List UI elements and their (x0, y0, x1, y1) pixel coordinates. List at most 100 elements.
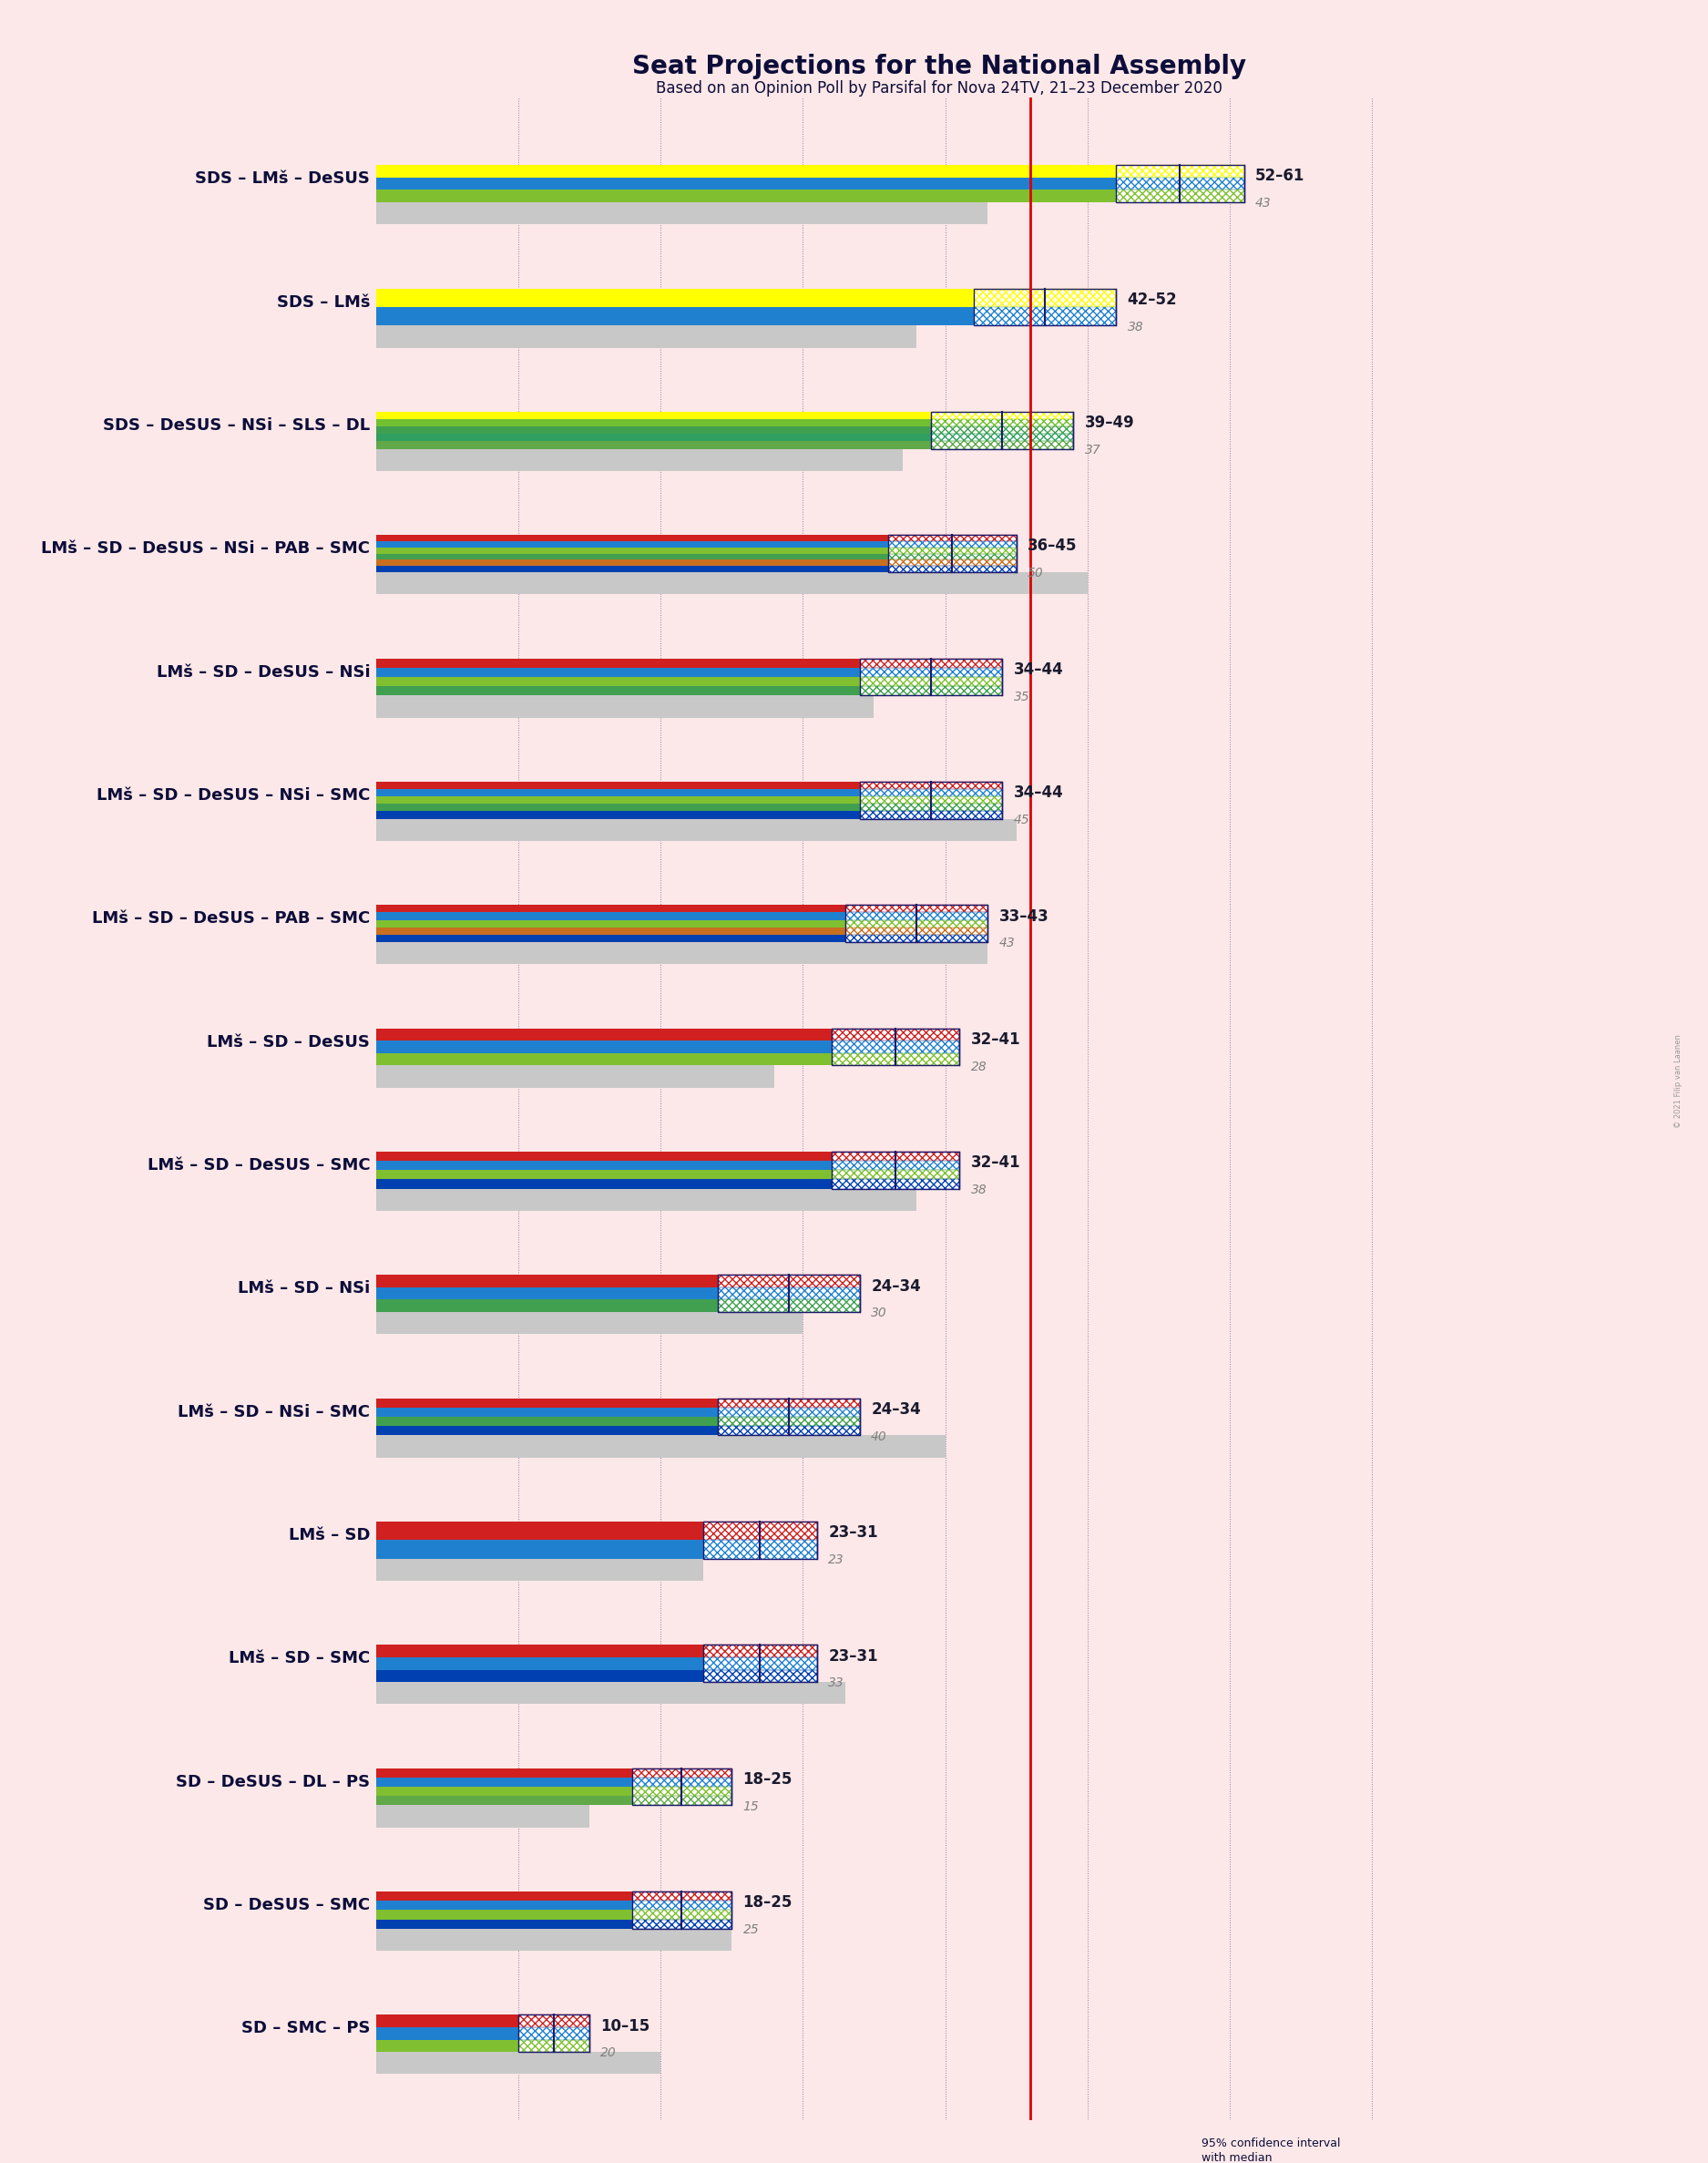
Bar (717, 1417, 859, 1425)
Bar (832, 1027, 960, 1066)
Bar (717, 1274, 859, 1287)
Bar (859, 796, 1003, 805)
Bar (632, 1787, 731, 1795)
Bar (376, 411, 931, 420)
Bar (376, 2027, 518, 2040)
Bar (632, 1893, 731, 1929)
Bar (376, 164, 1115, 177)
Bar (376, 1179, 832, 1190)
Text: LMš – SD – DeSUS – NSi – PAB – SMC: LMš – SD – DeSUS – NSi – PAB – SMC (41, 541, 371, 556)
Bar (376, 1806, 589, 1828)
Bar (632, 1919, 731, 1929)
Bar (376, 1436, 945, 1458)
Text: SDS – DeSUS – NSi – SLS – DL: SDS – DeSUS – NSi – SLS – DL (102, 417, 371, 433)
Bar (931, 435, 1073, 441)
Text: SD – DeSUS – DL – PS: SD – DeSUS – DL – PS (176, 1774, 371, 1791)
Bar (376, 420, 931, 426)
Bar (1059, 2139, 1114, 2163)
Bar (376, 1417, 717, 1425)
Bar (376, 2016, 518, 2027)
Bar (845, 904, 987, 943)
Bar (376, 1053, 832, 1066)
Bar (376, 547, 888, 554)
Bar (376, 426, 931, 435)
Bar (518, 2016, 589, 2027)
Bar (376, 534, 888, 541)
Bar (888, 567, 1016, 571)
Text: 33: 33 (828, 1676, 844, 1689)
Bar (376, 1657, 704, 1670)
Bar (376, 1646, 704, 1657)
Text: 43: 43 (999, 937, 1015, 950)
Bar (376, 441, 931, 448)
Bar (376, 2040, 518, 2053)
Bar (376, 1066, 774, 1088)
Text: 10–15: 10–15 (601, 2018, 651, 2033)
Bar (1059, 2157, 1187, 2163)
Text: 34–44: 34–44 (1013, 662, 1064, 677)
Text: 37: 37 (1085, 443, 1100, 456)
Bar (1115, 190, 1243, 201)
Bar (832, 1162, 960, 1170)
Text: 95% confidence interval
with median: 95% confidence interval with median (1201, 2137, 1341, 2163)
Text: 52–61: 52–61 (1255, 169, 1305, 184)
Bar (704, 1646, 816, 1683)
Bar (376, 811, 859, 820)
Bar (376, 1540, 704, 1560)
Bar (632, 1893, 731, 1901)
Bar (376, 658, 859, 668)
Bar (704, 1670, 816, 1683)
Bar (376, 201, 987, 225)
Bar (376, 928, 845, 934)
Bar (704, 1521, 816, 1540)
Bar (376, 324, 917, 348)
Bar (376, 2053, 661, 2074)
Bar (376, 1560, 704, 1581)
Text: LMš – SD – DeSUS: LMš – SD – DeSUS (207, 1034, 371, 1051)
Bar (376, 1190, 917, 1211)
Text: 36–45: 36–45 (1028, 539, 1078, 554)
Bar (376, 177, 1115, 190)
Bar (1115, 177, 1243, 190)
Text: LMš – SD – DeSUS – NSi – SMC: LMš – SD – DeSUS – NSi – SMC (96, 787, 371, 802)
Bar (931, 426, 1073, 435)
Bar (376, 696, 874, 718)
Bar (376, 805, 859, 811)
Bar (376, 554, 888, 560)
Bar (859, 781, 1003, 789)
Bar (832, 1027, 960, 1066)
Text: © 2021 Filip van Laanen: © 2021 Filip van Laanen (1674, 1034, 1682, 1129)
Bar (376, 668, 859, 677)
Bar (845, 904, 987, 913)
Bar (376, 288, 974, 307)
Bar (632, 1769, 731, 1806)
Bar (632, 1901, 731, 1910)
Text: 15: 15 (743, 1800, 758, 1813)
Text: SDS – LMš: SDS – LMš (277, 294, 371, 309)
Text: 39–49: 39–49 (1085, 415, 1134, 430)
Bar (859, 811, 1003, 820)
Text: LMš – SD: LMš – SD (289, 1527, 371, 1544)
Bar (717, 1408, 859, 1417)
Text: 23–31: 23–31 (828, 1648, 878, 1663)
Bar (376, 1521, 704, 1540)
Bar (1059, 2139, 1187, 2163)
Bar (1115, 164, 1243, 177)
Bar (376, 1274, 717, 1287)
Bar (888, 534, 1016, 541)
Text: 24–34: 24–34 (871, 1278, 921, 1293)
Bar (888, 554, 1016, 560)
Bar (704, 1646, 816, 1683)
Bar (376, 560, 888, 567)
Text: 50: 50 (1028, 567, 1044, 580)
Bar (1059, 2139, 1187, 2163)
Bar (845, 928, 987, 934)
Bar (376, 796, 859, 805)
Text: 42–52: 42–52 (1127, 292, 1177, 307)
Bar (888, 534, 1016, 571)
Bar (376, 789, 859, 796)
Text: SD – SMC – PS: SD – SMC – PS (241, 2020, 371, 2038)
Text: 25: 25 (743, 1923, 758, 1936)
Bar (704, 1540, 816, 1560)
Text: 43: 43 (1255, 197, 1271, 210)
